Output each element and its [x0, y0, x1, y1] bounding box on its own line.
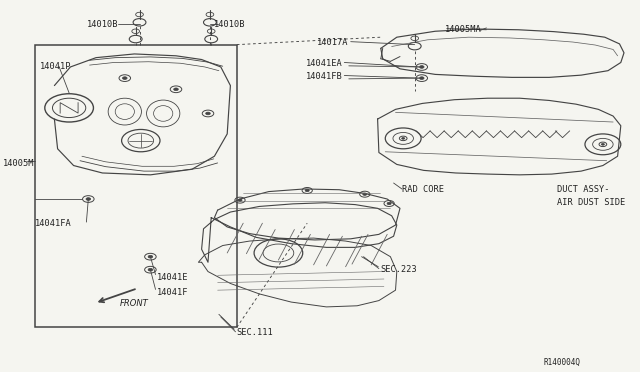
Circle shape	[148, 255, 153, 258]
Circle shape	[173, 88, 179, 91]
Circle shape	[402, 138, 404, 139]
Circle shape	[86, 198, 91, 201]
Text: AIR DUST SIDE: AIR DUST SIDE	[557, 198, 625, 207]
Text: 14010B: 14010B	[214, 20, 246, 29]
Text: R140004Q: R140004Q	[544, 358, 581, 367]
Text: 14041P: 14041P	[40, 62, 71, 71]
Circle shape	[122, 77, 127, 80]
Circle shape	[305, 189, 309, 192]
Text: RAD CORE: RAD CORE	[402, 185, 444, 194]
Text: 14041FA: 14041FA	[35, 219, 72, 228]
Text: 14017A: 14017A	[317, 38, 349, 47]
Text: SEC.111: SEC.111	[237, 328, 273, 337]
Circle shape	[387, 202, 391, 205]
Text: 14041E: 14041E	[157, 273, 188, 282]
Text: DUCT ASSY-: DUCT ASSY-	[557, 185, 609, 194]
Circle shape	[205, 112, 211, 115]
Circle shape	[238, 199, 242, 201]
Text: 14041FB: 14041FB	[306, 72, 342, 81]
Text: 14041F: 14041F	[157, 288, 188, 296]
Text: SEC.223: SEC.223	[381, 265, 417, 274]
Circle shape	[363, 193, 367, 195]
Text: 14041EA: 14041EA	[306, 59, 342, 68]
Circle shape	[148, 268, 153, 271]
Bar	[35, 45, 237, 327]
Text: FRONT: FRONT	[120, 299, 148, 308]
Text: 14005MA: 14005MA	[445, 25, 481, 34]
Circle shape	[419, 77, 424, 80]
Text: 14010B: 14010B	[87, 20, 118, 29]
Text: 14005M: 14005M	[3, 159, 35, 168]
Circle shape	[602, 144, 604, 145]
Circle shape	[419, 65, 424, 68]
